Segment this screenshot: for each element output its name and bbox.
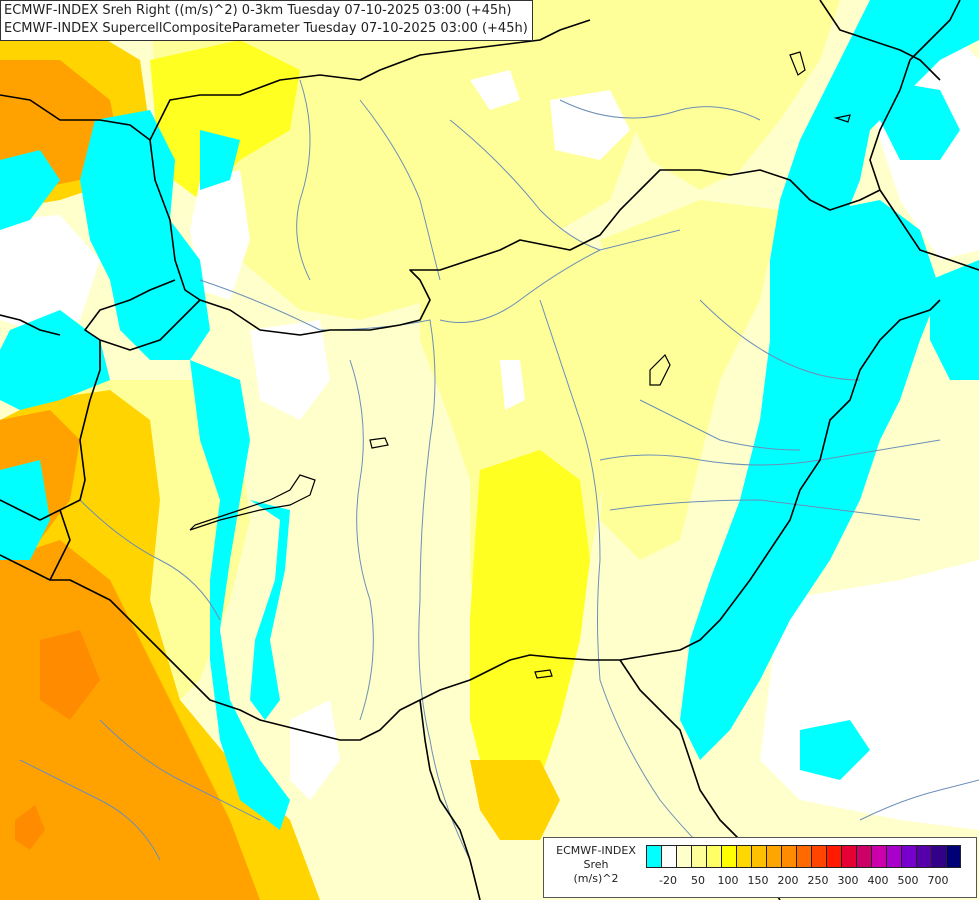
map-title-line2: ECMWF-INDEX SupercellCompositeParameter … xyxy=(4,21,528,36)
legend-title: ECMWF-INDEX Sreh (m/s)^2 xyxy=(548,844,644,886)
legend-tick-label: 50 xyxy=(691,874,705,887)
legend-swatch xyxy=(916,846,931,867)
legend-swatch xyxy=(841,846,856,867)
legend-swatch xyxy=(691,846,706,867)
legend-title-model: ECMWF-INDEX xyxy=(556,844,636,857)
legend-tick-label: 150 xyxy=(747,874,769,887)
legend-ticks: -20 50 100 150 200 250 300 400 500 700 xyxy=(646,874,976,888)
legend-swatch xyxy=(721,846,736,867)
legend-title-parameter: Sreh xyxy=(583,858,609,871)
legend-tick-label: 500 xyxy=(897,874,919,887)
legend-swatch xyxy=(946,846,961,867)
lakes xyxy=(189,51,851,679)
map-title-box: ECMWF-INDEX Sreh Right ((m/s)^2) 0-3km T… xyxy=(0,0,533,41)
legend-swatch xyxy=(796,846,811,867)
legend-tick-label: -20 xyxy=(659,874,677,887)
legend-swatch xyxy=(811,846,826,867)
legend-swatch xyxy=(931,846,946,867)
legend-swatch xyxy=(886,846,901,867)
legend-swatch xyxy=(706,846,721,867)
legend-swatch xyxy=(676,846,691,867)
map-title-line1: ECMWF-INDEX Sreh Right ((m/s)^2) 0-3km T… xyxy=(4,3,512,18)
legend-tick-label: 200 xyxy=(777,874,799,887)
legend-swatch xyxy=(766,846,781,867)
sreh-cyan-areas xyxy=(0,0,979,830)
legend-swatch xyxy=(871,846,886,867)
legend-swatch xyxy=(901,846,916,867)
legend-swatches xyxy=(646,845,961,868)
legend-tick-label: 300 xyxy=(837,874,859,887)
legend-swatch xyxy=(736,846,751,867)
legend-tick-label: 700 xyxy=(927,874,949,887)
rivers xyxy=(19,79,979,881)
legend-swatch xyxy=(856,846,871,867)
legend-swatch xyxy=(646,846,661,867)
legend-swatch xyxy=(781,846,796,867)
sreh-yellow-areas xyxy=(150,40,590,820)
legend-tick-label: 100 xyxy=(717,874,739,887)
legend-swatch xyxy=(826,846,841,867)
legend-tick-label: 400 xyxy=(867,874,889,887)
legend-swatch xyxy=(661,846,676,867)
legend-tick-label: 250 xyxy=(807,874,829,887)
legend-title-unit: (m/s)^2 xyxy=(573,872,619,885)
color-legend: ECMWF-INDEX Sreh (m/s)^2 -20 50 100 150 200 2… xyxy=(543,837,977,898)
legend-swatch xyxy=(751,846,766,867)
sreh-dark-orange-areas xyxy=(15,630,100,850)
